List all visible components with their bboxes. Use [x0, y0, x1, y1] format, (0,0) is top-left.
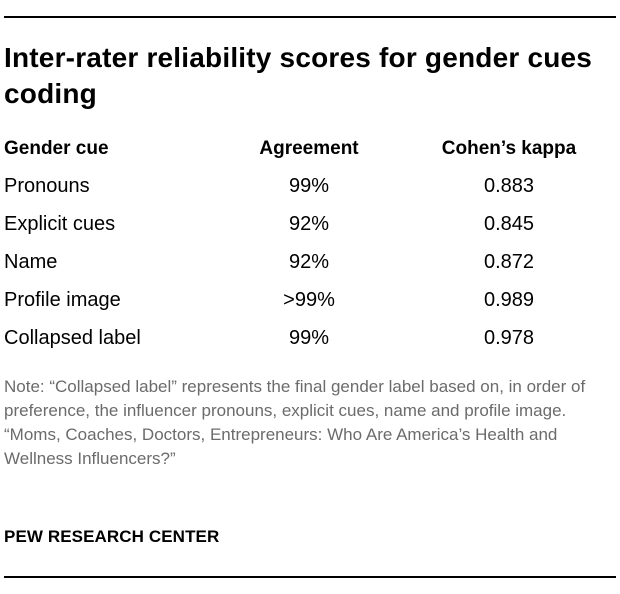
footnote: Note: “Collapsed label” represents the f…	[4, 375, 604, 471]
agreement-value: 99%	[288, 327, 330, 349]
table-row: Pronouns 99% 0.883	[4, 168, 616, 206]
agreement-value: >99%	[283, 289, 335, 311]
table-row: Name 92% 0.872	[4, 244, 616, 282]
table-header-row: Gender cue Agreement Cohen’s kappa	[4, 132, 616, 168]
agreement-value: 99%	[288, 175, 330, 197]
reliability-table: Gender cue Agreement Cohen’s kappa Prono…	[4, 132, 616, 358]
note-text: Note: “Collapsed label” represents the f…	[4, 377, 586, 420]
header-agreement: Agreement	[259, 138, 359, 159]
header-gender-cue: Gender cue	[4, 138, 109, 159]
top-rule	[4, 16, 616, 18]
table-row: Explicit cues 92% 0.845	[4, 206, 616, 244]
report-title: “Moms, Coaches, Doctors, Entrepreneurs: …	[4, 425, 558, 468]
table-row: Collapsed label 99% 0.978	[4, 320, 616, 358]
row-label: Explicit cues	[4, 213, 116, 235]
header-cohens-kappa: Cohen’s kappa	[441, 138, 577, 159]
page-title: Inter-rater reliability scores for gende…	[4, 42, 593, 109]
row-label: Name	[4, 251, 58, 273]
source-credit: PEW RESEARCH CENTER	[4, 527, 220, 546]
agreement-value: 92%	[288, 251, 330, 273]
row-label: Profile image	[4, 289, 121, 311]
table-row: Profile image >99% 0.989	[4, 282, 616, 320]
row-label: Pronouns	[4, 175, 90, 197]
row-label: Collapsed label	[4, 327, 141, 349]
kappa-value: 0.872	[483, 251, 535, 273]
bottom-rule	[4, 576, 616, 578]
kappa-value: 0.845	[483, 213, 535, 235]
kappa-value: 0.989	[483, 289, 535, 311]
kappa-value: 0.883	[483, 175, 535, 197]
kappa-value: 0.978	[483, 327, 535, 349]
agreement-value: 92%	[288, 213, 330, 235]
